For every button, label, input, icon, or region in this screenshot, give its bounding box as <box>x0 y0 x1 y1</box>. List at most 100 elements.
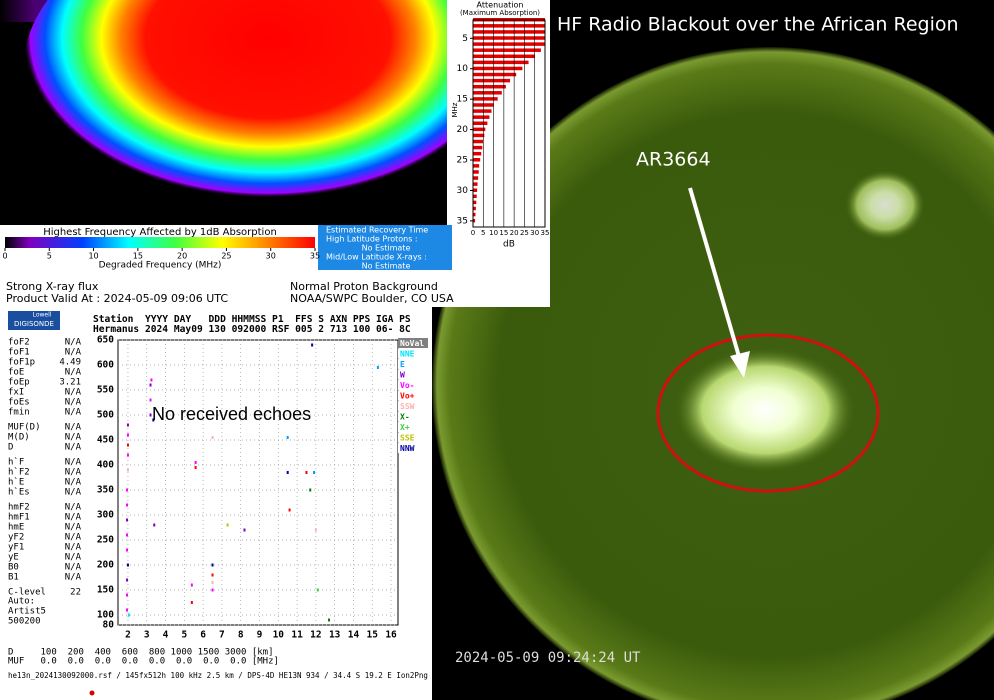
x-tick-label: 3 <box>144 630 150 641</box>
att-bar <box>473 24 545 28</box>
echo-point <box>153 523 156 527</box>
param-value: N/A <box>65 573 82 583</box>
att-bar <box>473 158 481 162</box>
x-tick-label: 6 <box>200 630 206 641</box>
param-name: foE <box>8 368 24 378</box>
echo-point <box>149 413 152 417</box>
att-bar <box>473 200 477 205</box>
param-value: N/A <box>65 458 82 468</box>
att-bar <box>473 218 476 223</box>
autoscale: 500200 <box>8 617 41 627</box>
att-bar <box>473 30 545 34</box>
att-bar <box>473 133 485 138</box>
param-value: N/A <box>65 513 82 523</box>
legend-label: SSE <box>400 434 415 443</box>
att-bar <box>473 188 478 192</box>
colorbar-tick-label: 25 <box>221 252 231 261</box>
echo-point <box>211 588 214 592</box>
param-name: D <box>8 443 13 453</box>
autoscale: Artist5 <box>8 607 46 617</box>
param-value: N/A <box>65 443 82 453</box>
x-tick-label: 5 <box>181 630 187 641</box>
legend-swatch <box>398 432 428 443</box>
param-name: h`Es <box>8 487 30 498</box>
echo-point <box>126 453 129 457</box>
att-x-tick: 20 <box>510 229 519 237</box>
param-name: foF2 <box>8 338 30 348</box>
att-x-tick: 0 <box>471 229 475 237</box>
att-ylabel: MHz <box>451 102 459 117</box>
ionogram-panel <box>0 307 432 700</box>
y-tick-label: 650 <box>97 335 114 346</box>
status-line: Normal Proton Background <box>290 280 438 293</box>
legend-label: SSW <box>400 402 415 411</box>
att-y-tick: 35 <box>457 216 468 226</box>
legend-label: W <box>400 371 405 380</box>
param-value: N/A <box>65 503 82 513</box>
param-name: h`F2 <box>8 467 30 478</box>
echo-point <box>194 466 197 469</box>
x-tick-label: 13 <box>329 630 341 641</box>
att-y-tick: 15 <box>457 95 468 105</box>
x-tick-label: 12 <box>310 630 321 641</box>
att-y-tick: 5 <box>462 34 468 44</box>
footer-line: he13n_2024130092000.rsf / 145fx512h 100 … <box>8 671 460 680</box>
x-tick-label: 7 <box>219 630 225 641</box>
att-bar <box>473 84 506 89</box>
y-tick-label: 250 <box>97 535 114 546</box>
arrow-head <box>730 351 750 378</box>
echo-point <box>152 418 155 422</box>
att-bar <box>473 206 476 211</box>
param-name: yF2 <box>8 533 24 543</box>
y-tick-label: 80 <box>103 620 115 631</box>
param-value: N/A <box>65 543 82 553</box>
param-value: N/A <box>65 368 82 378</box>
echo-point <box>127 613 130 617</box>
echo-point <box>243 528 246 532</box>
highlight-ellipse <box>656 333 880 493</box>
legend-swatch <box>398 401 428 411</box>
param-name: foF1 <box>8 348 30 358</box>
param-value: N/A <box>65 478 82 488</box>
param-name: hmE <box>8 523 24 533</box>
param-name: foF1p <box>8 358 35 368</box>
legend-swatch <box>398 380 428 390</box>
param-name: hmF1 <box>8 513 30 523</box>
param-value: 3.21 <box>59 378 81 388</box>
y-tick-label: 350 <box>97 485 114 496</box>
y-tick-label: 300 <box>97 510 114 521</box>
status-panel <box>0 270 550 307</box>
legend-swatch <box>398 369 428 380</box>
echo-point <box>126 548 129 552</box>
echo-point <box>309 488 312 492</box>
echo-point <box>126 423 129 427</box>
x-tick-label: 16 <box>385 630 397 641</box>
echo-point <box>305 471 308 474</box>
param-name: h`E <box>8 477 24 488</box>
att-title: Attenuation <box>477 1 524 10</box>
colorbar-tick-label: 20 <box>177 252 187 261</box>
colorbar-tick-label: 0 <box>2 252 7 261</box>
param-value: N/A <box>65 388 82 398</box>
echo-point <box>126 608 129 612</box>
att-x-tick: 10 <box>489 229 498 237</box>
param-name: fxI <box>8 388 24 398</box>
att-bar <box>473 194 477 199</box>
legend-swatch <box>398 338 428 348</box>
att-bar <box>473 72 517 77</box>
x-tick-label: 14 <box>348 630 360 641</box>
annotation: No received echoes <box>152 404 311 424</box>
legend-swatch <box>398 443 428 453</box>
colorbar <box>5 237 315 248</box>
bright-region <box>845 170 925 240</box>
echo-point <box>311 343 314 347</box>
echo-point <box>149 383 152 387</box>
param-value: N/A <box>65 423 82 433</box>
echo-point <box>211 436 214 439</box>
legend-swatch <box>398 359 428 369</box>
param-name: M(D) <box>8 433 30 443</box>
param-name: B0 <box>8 563 19 573</box>
param-name: yF1 <box>8 543 24 553</box>
legend-label: NNE <box>400 350 415 359</box>
